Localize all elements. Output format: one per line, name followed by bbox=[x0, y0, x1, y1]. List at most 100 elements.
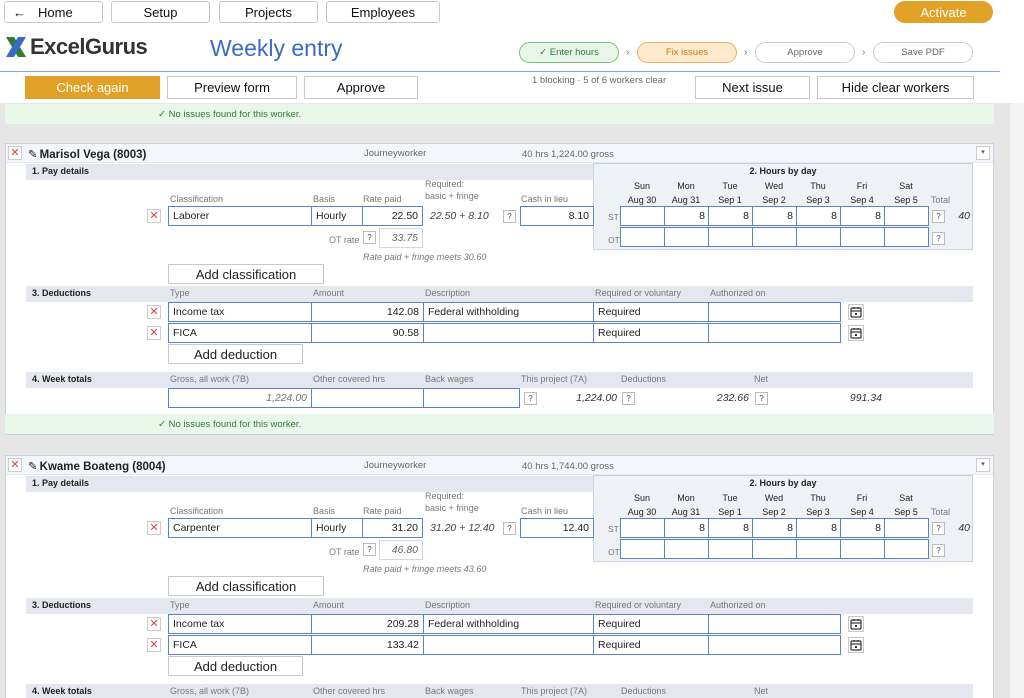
ot-hours-cell[interactable] bbox=[620, 539, 665, 559]
setup-button[interactable]: Setup bbox=[111, 1, 210, 23]
st-hours-cell[interactable]: 8 bbox=[664, 206, 709, 226]
employees-button[interactable]: Employees bbox=[326, 1, 440, 23]
deduction-authorized-field[interactable] bbox=[708, 614, 841, 634]
help-icon[interactable]: ? bbox=[755, 392, 768, 405]
gross-field[interactable]: 1,224.00 bbox=[168, 388, 312, 408]
st-hours-cell[interactable]: 8 bbox=[840, 206, 885, 226]
deduction-description-field[interactable] bbox=[423, 635, 594, 655]
ot-hours-cell[interactable] bbox=[752, 539, 797, 559]
help-icon[interactable]: ? bbox=[363, 231, 376, 244]
ot-hours-cell[interactable] bbox=[884, 227, 929, 247]
deduction-description-field[interactable] bbox=[423, 323, 594, 343]
help-icon[interactable]: ? bbox=[932, 522, 945, 535]
rate-paid-field[interactable]: 31.20 bbox=[362, 518, 423, 538]
step-save-pdf[interactable]: Save PDF bbox=[873, 42, 973, 63]
st-hours-cell[interactable] bbox=[884, 206, 929, 226]
deduction-required-field[interactable]: Required bbox=[593, 302, 709, 322]
calendar-icon[interactable] bbox=[848, 637, 864, 653]
deduction-authorized-field[interactable] bbox=[708, 635, 841, 655]
deduction-type-field[interactable]: Income tax bbox=[168, 302, 312, 322]
deduction-amount-field[interactable]: 209.28 bbox=[311, 614, 424, 634]
st-hours-cell[interactable] bbox=[620, 206, 665, 226]
chevron-down-icon[interactable]: ▾ bbox=[976, 458, 990, 472]
activate-button[interactable]: Activate bbox=[894, 1, 993, 23]
remove-classification-icon[interactable]: ✕ bbox=[147, 209, 161, 223]
ot-hours-cell[interactable] bbox=[840, 539, 885, 559]
deduction-description-field[interactable]: Federal withholding bbox=[423, 614, 594, 634]
ot-hours-cell[interactable] bbox=[796, 539, 841, 559]
st-hours-cell[interactable]: 8 bbox=[752, 518, 797, 538]
help-icon[interactable]: ? bbox=[622, 392, 635, 405]
ot-hours-cell[interactable] bbox=[664, 539, 709, 559]
ot-hours-cell[interactable] bbox=[840, 227, 885, 247]
remove-deduction-icon[interactable]: ✕ bbox=[147, 305, 161, 319]
cash-in-lieu-field[interactable]: 12.40 bbox=[520, 518, 594, 538]
other-hrs-field[interactable] bbox=[311, 388, 424, 408]
help-icon[interactable]: ? bbox=[932, 232, 945, 245]
st-hours-cell[interactable] bbox=[620, 518, 665, 538]
deduction-required-field[interactable]: Required bbox=[593, 614, 709, 634]
approve-button[interactable]: Approve bbox=[304, 76, 418, 99]
preview-form-button[interactable]: Preview form bbox=[167, 76, 297, 99]
add-classification-button[interactable]: Add classification bbox=[168, 576, 324, 596]
add-classification-button[interactable]: Add classification bbox=[168, 264, 324, 284]
deduction-required-field[interactable]: Required bbox=[593, 323, 709, 343]
deduction-type-field[interactable]: FICA bbox=[168, 635, 312, 655]
calendar-icon[interactable] bbox=[848, 304, 864, 320]
help-icon[interactable]: ? bbox=[932, 210, 945, 223]
st-hours-cell[interactable]: 8 bbox=[840, 518, 885, 538]
st-hours-cell[interactable]: 8 bbox=[708, 518, 753, 538]
worker-name[interactable]: ✎ Kwame Boateng (8004) bbox=[28, 461, 166, 473]
projects-button[interactable]: Projects bbox=[219, 1, 318, 23]
st-hours-cell[interactable]: 8 bbox=[752, 206, 797, 226]
ot-hours-cell[interactable] bbox=[620, 227, 665, 247]
deduction-amount-field[interactable]: 142.08 bbox=[311, 302, 424, 322]
remove-deduction-icon[interactable]: ✕ bbox=[147, 617, 161, 631]
step-approve[interactable]: Approve bbox=[755, 42, 855, 63]
help-icon[interactable]: ? bbox=[503, 210, 516, 223]
calendar-icon[interactable] bbox=[848, 616, 864, 632]
deduction-amount-field[interactable]: 133.42 bbox=[311, 635, 424, 655]
deduction-type-field[interactable]: FICA bbox=[168, 323, 312, 343]
deduction-required-field[interactable]: Required bbox=[593, 635, 709, 655]
deduction-type-field[interactable]: Income tax bbox=[168, 614, 312, 634]
add-deduction-button[interactable]: Add deduction bbox=[168, 656, 303, 676]
ot-hours-cell[interactable] bbox=[752, 227, 797, 247]
deduction-authorized-field[interactable] bbox=[708, 323, 841, 343]
hide-clear-workers-button[interactable]: Hide clear workers bbox=[817, 76, 974, 99]
st-hours-cell[interactable]: 8 bbox=[664, 518, 709, 538]
remove-worker-icon[interactable]: ✕ bbox=[8, 458, 22, 472]
help-icon[interactable]: ? bbox=[363, 543, 376, 556]
rate-paid-field[interactable]: 22.50 bbox=[362, 206, 423, 226]
step-fix-issues[interactable]: Fix issues bbox=[637, 42, 737, 63]
remove-deduction-icon[interactable]: ✕ bbox=[147, 638, 161, 652]
help-icon[interactable]: ? bbox=[524, 392, 537, 405]
st-hours-cell[interactable] bbox=[884, 518, 929, 538]
remove-classification-icon[interactable]: ✕ bbox=[147, 521, 161, 535]
deduction-description-field[interactable]: Federal withholding bbox=[423, 302, 594, 322]
st-hours-cell[interactable]: 8 bbox=[796, 518, 841, 538]
st-hours-cell[interactable]: 8 bbox=[796, 206, 841, 226]
deduction-authorized-field[interactable] bbox=[708, 302, 841, 322]
worker-name[interactable]: ✎ Marisol Vega (8003) bbox=[28, 149, 147, 161]
help-icon[interactable]: ? bbox=[503, 522, 516, 535]
basis-field[interactable]: Hourly bbox=[311, 518, 363, 538]
help-icon[interactable]: ? bbox=[932, 544, 945, 557]
check-again-button[interactable]: Check again bbox=[25, 76, 160, 99]
calendar-icon[interactable] bbox=[848, 325, 864, 341]
back-wages-field[interactable] bbox=[423, 388, 520, 408]
add-deduction-button[interactable]: Add deduction bbox=[168, 344, 303, 364]
remove-deduction-icon[interactable]: ✕ bbox=[147, 326, 161, 340]
deduction-amount-field[interactable]: 90.58 bbox=[311, 323, 424, 343]
next-issue-button[interactable]: Next issue bbox=[695, 76, 810, 99]
cash-in-lieu-field[interactable]: 8.10 bbox=[520, 206, 594, 226]
ot-hours-cell[interactable] bbox=[884, 539, 929, 559]
worker-list[interactable]: ✓ No issues found for this worker. ✕ ✎ Ma… bbox=[0, 103, 1010, 698]
ot-hours-cell[interactable] bbox=[664, 227, 709, 247]
ot-hours-cell[interactable] bbox=[708, 539, 753, 559]
chevron-down-icon[interactable]: ▾ bbox=[976, 146, 990, 160]
basis-field[interactable]: Hourly bbox=[311, 206, 363, 226]
ot-hours-cell[interactable] bbox=[796, 227, 841, 247]
remove-worker-icon[interactable]: ✕ bbox=[8, 146, 22, 160]
ot-hours-cell[interactable] bbox=[708, 227, 753, 247]
